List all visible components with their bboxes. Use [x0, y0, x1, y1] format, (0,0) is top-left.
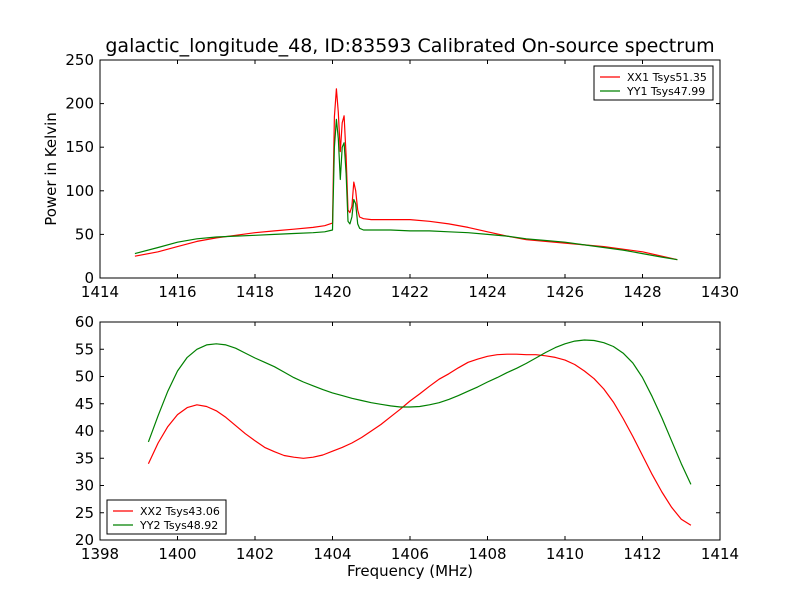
y-tick-label: 250	[65, 51, 94, 69]
upper-panel: 1414 1416 1418 1420 1422 1424 1426 1428 1430 0 50 1…	[42, 51, 739, 301]
series-line	[134, 88, 678, 261]
x-tick-label: 1404	[313, 545, 351, 563]
legend-entry: YY1 Tsys47.99	[626, 85, 705, 98]
x-tick-label: 1420	[313, 283, 351, 301]
series-line	[134, 118, 678, 261]
y-tick-label: 50	[75, 225, 94, 243]
legend-entry: XX2 Tsys43.06	[140, 505, 220, 518]
series-line	[147, 339, 692, 485]
x-tick-label: 1408	[468, 545, 506, 563]
legend-entry: XX1 Tsys51.35	[627, 71, 707, 84]
legend-entry: YY2 Tsys48.92	[139, 519, 218, 532]
lower-panel: 1398 1400 1402 1404 1406 1408 1410 1412 1414 20 25…	[75, 313, 739, 580]
y-tick-label: 50	[75, 368, 94, 386]
x-tick-label: 1424	[468, 283, 506, 301]
x-tick-label: 1412	[623, 545, 661, 563]
y-tick-label: 45	[75, 395, 94, 413]
y-tick-label: 150	[65, 138, 94, 156]
y-tick-label: 0	[84, 269, 94, 287]
y-axis-title: Power in Kelvin	[42, 112, 60, 226]
y-tick-label: 35	[75, 449, 94, 467]
y-tick-label: 100	[65, 182, 94, 200]
x-tick-label: 1398	[81, 545, 119, 563]
series-line	[147, 353, 692, 526]
x-tick-label: 1416	[158, 283, 196, 301]
x-tick-label: 1410	[546, 545, 584, 563]
x-tick-label: 1430	[701, 283, 739, 301]
x-tick-label: 1414	[81, 283, 119, 301]
x-tick-label: 1406	[391, 545, 429, 563]
y-tick-label: 55	[75, 340, 94, 358]
y-tick-label: 30	[75, 477, 94, 495]
figure-title: galactic_longitude_48, ID:83593 Calibrat…	[105, 35, 714, 57]
x-axis-title: Frequency (MHz)	[347, 562, 473, 580]
x-tick-label: 1426	[546, 283, 584, 301]
y-tick-label: 60	[75, 313, 94, 331]
y-tick-label: 200	[65, 95, 94, 113]
x-tick-label: 1422	[391, 283, 429, 301]
x-tick-label: 1414	[701, 545, 739, 563]
y-tick-label: 25	[75, 504, 94, 522]
x-tick-label: 1400	[158, 545, 196, 563]
x-tick-label: 1402	[236, 545, 274, 563]
x-tick-label: 1418	[236, 283, 274, 301]
x-tick-label: 1428	[623, 283, 661, 301]
y-tick-label: 20	[75, 531, 94, 549]
y-tick-label: 40	[75, 422, 94, 440]
